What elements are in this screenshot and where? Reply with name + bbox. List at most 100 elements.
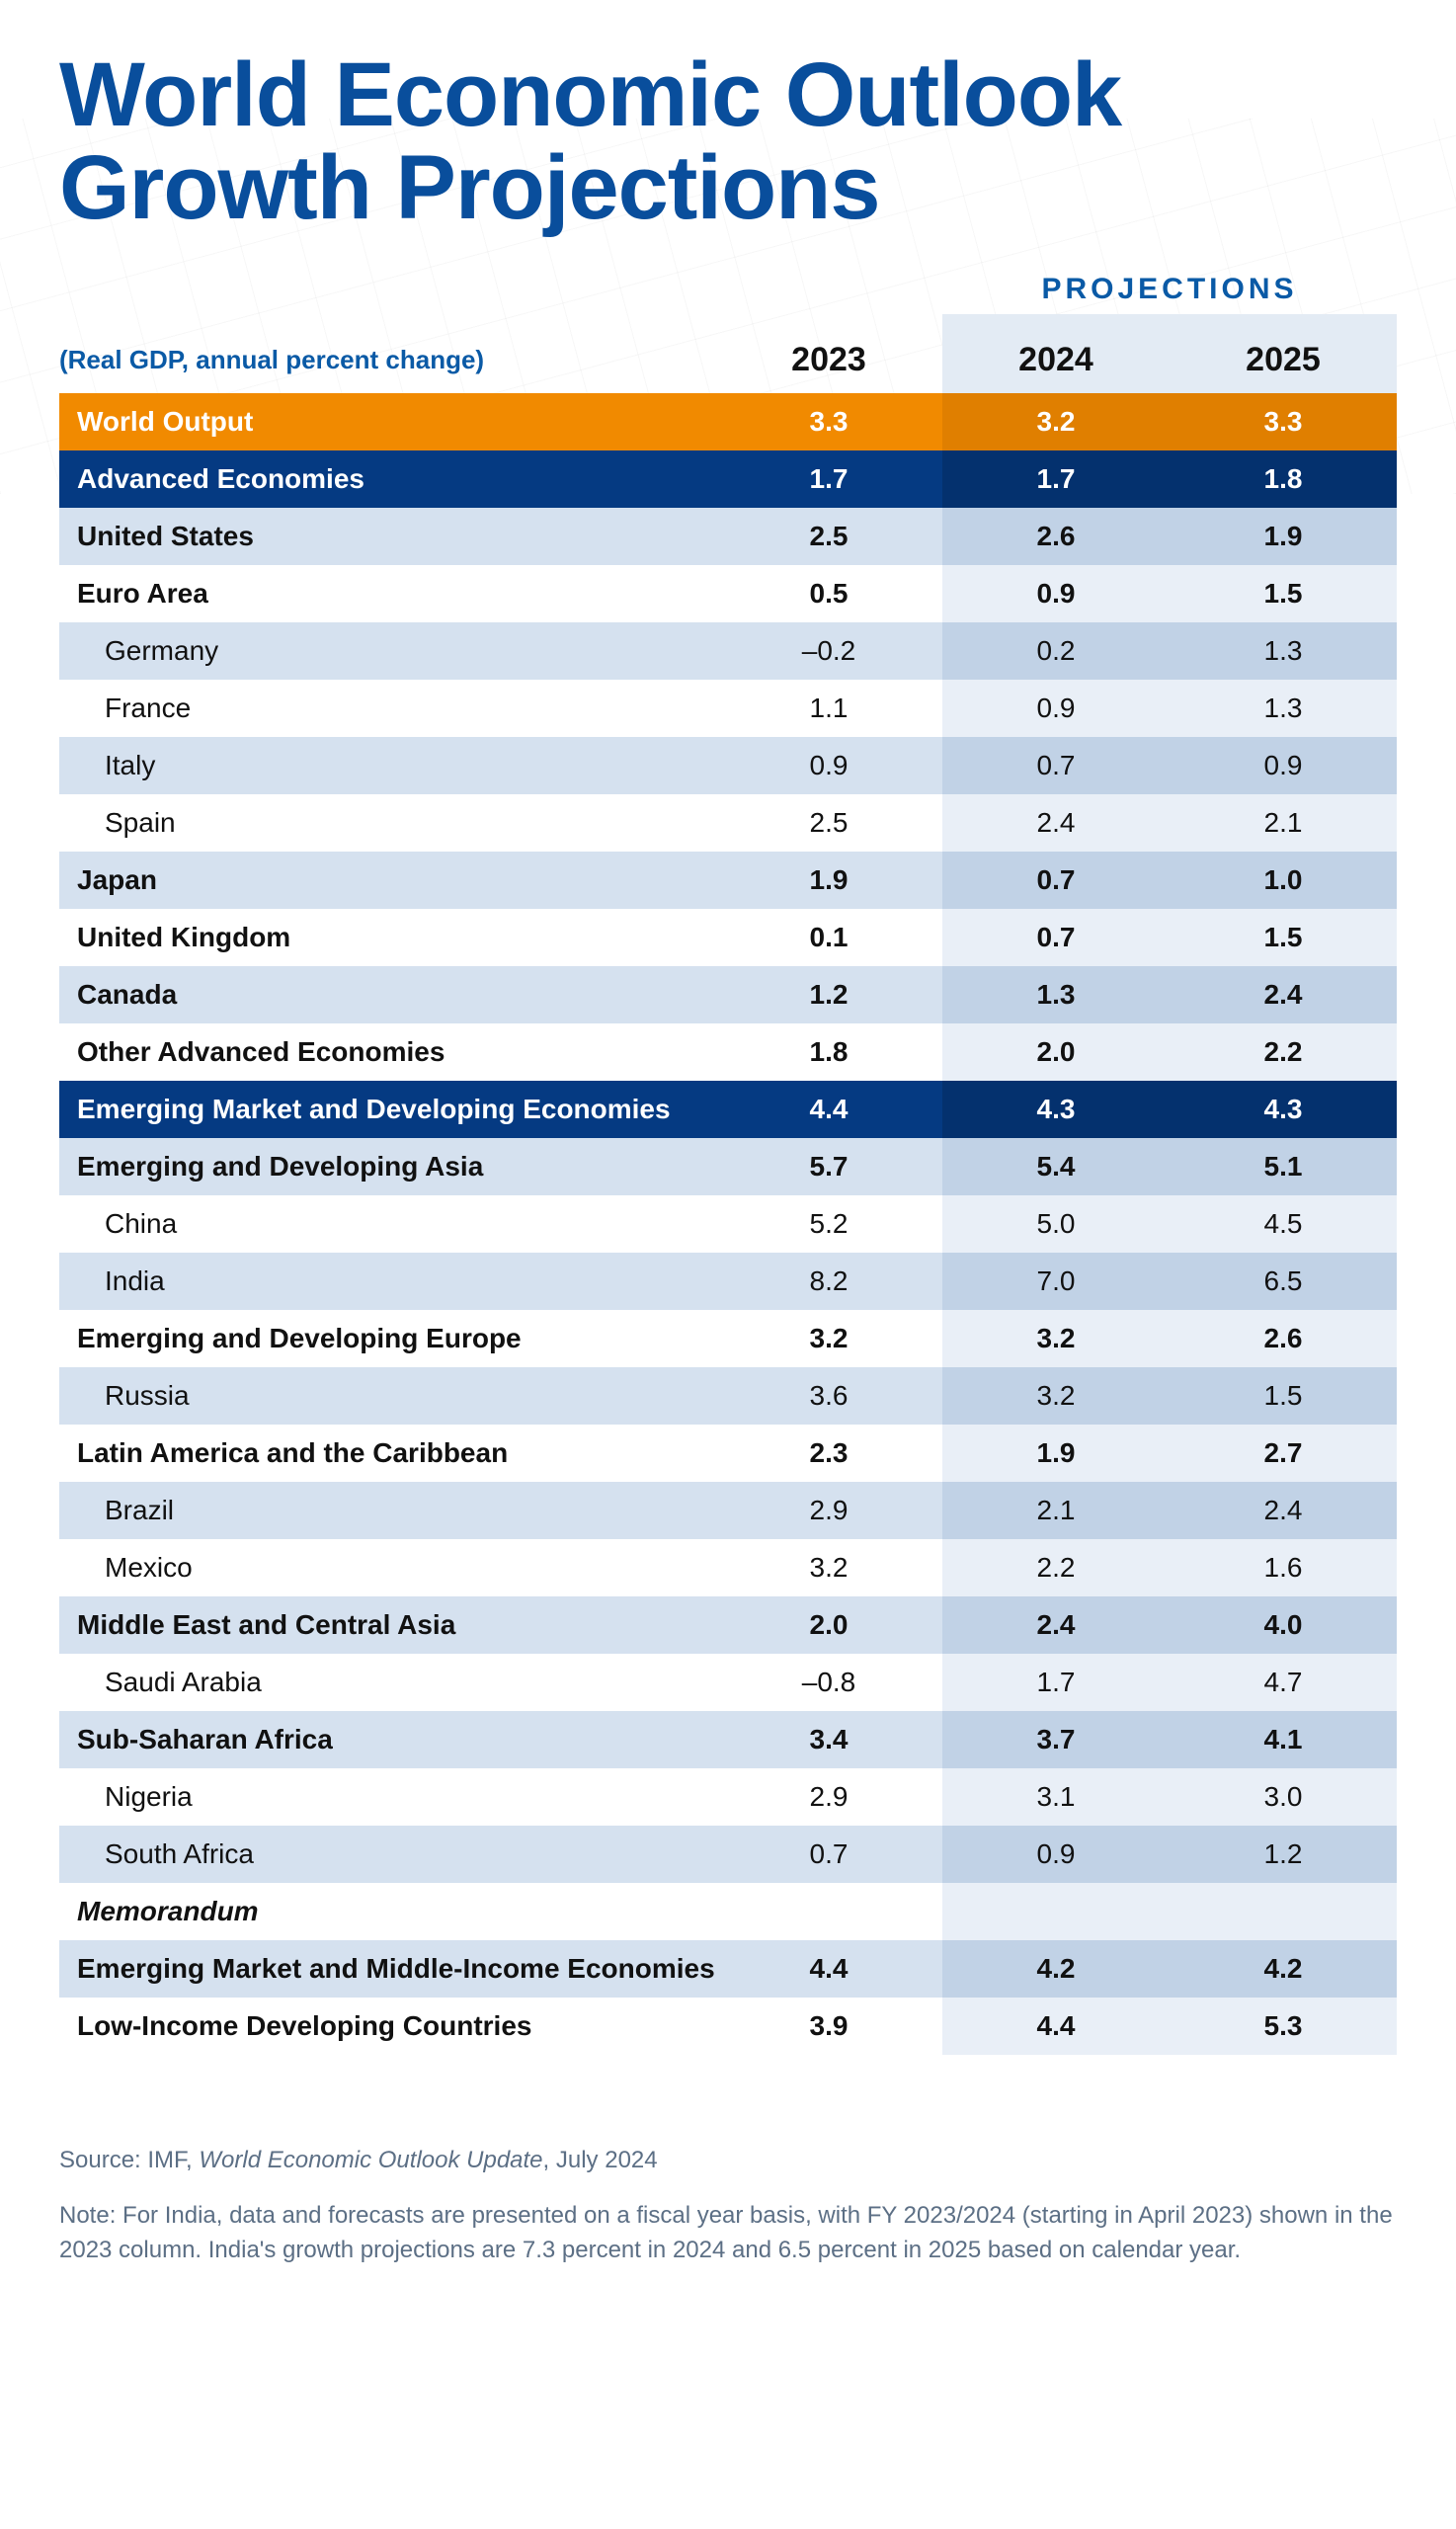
row-value: 1.2 bbox=[1170, 1838, 1397, 1870]
row-label: Other Advanced Economies bbox=[59, 1036, 715, 1068]
row-label: Middle East and Central Asia bbox=[59, 1609, 715, 1641]
row-value: 0.9 bbox=[942, 1838, 1170, 1870]
row-value: 4.7 bbox=[1170, 1667, 1397, 1698]
row-label: Mexico bbox=[59, 1552, 715, 1584]
table-row: Nigeria2.93.13.0 bbox=[59, 1768, 1397, 1826]
row-label: Advanced Economies bbox=[59, 463, 715, 495]
row-value: 0.7 bbox=[942, 750, 1170, 781]
table-row: Middle East and Central Asia2.02.44.0 bbox=[59, 1596, 1397, 1654]
column-header-row: (Real GDP, annual percent change) 2023 2… bbox=[59, 314, 1397, 393]
projections-header: PROJECTIONS bbox=[59, 245, 1397, 314]
row-label: South Africa bbox=[59, 1838, 715, 1870]
row-value: 1.6 bbox=[1170, 1552, 1397, 1584]
row-label: Low-Income Developing Countries bbox=[59, 2010, 715, 2042]
table-row: Russia3.63.21.5 bbox=[59, 1367, 1397, 1425]
row-label: Brazil bbox=[59, 1495, 715, 1526]
table-row: Memorandum bbox=[59, 1883, 1397, 1940]
row-value: 4.2 bbox=[1170, 1953, 1397, 1985]
title-line-1: World Economic Outlook bbox=[59, 44, 1121, 145]
row-value: 5.3 bbox=[1170, 2010, 1397, 2042]
table-row: France1.10.91.3 bbox=[59, 680, 1397, 737]
row-value: 3.4 bbox=[715, 1724, 942, 1755]
page: World Economic Outlook Growth Projection… bbox=[0, 0, 1456, 2369]
row-value: 4.4 bbox=[715, 1094, 942, 1125]
table-row: World Output3.33.23.3 bbox=[59, 393, 1397, 450]
row-value: 4.0 bbox=[1170, 1609, 1397, 1641]
row-label: Canada bbox=[59, 979, 715, 1011]
row-value: 3.2 bbox=[715, 1323, 942, 1354]
row-value: 5.1 bbox=[1170, 1151, 1397, 1183]
row-value: 2.3 bbox=[715, 1437, 942, 1469]
row-value: 5.0 bbox=[942, 1208, 1170, 1240]
row-value: 7.0 bbox=[942, 1265, 1170, 1297]
row-value: 0.5 bbox=[715, 578, 942, 610]
table-row: Other Advanced Economies1.82.02.2 bbox=[59, 1023, 1397, 1081]
row-value: –0.8 bbox=[715, 1667, 942, 1698]
row-label: Sub-Saharan Africa bbox=[59, 1724, 715, 1755]
row-value: 1.7 bbox=[942, 1667, 1170, 1698]
row-label: Nigeria bbox=[59, 1781, 715, 1813]
row-label: Saudi Arabia bbox=[59, 1667, 715, 1698]
row-value: 3.6 bbox=[715, 1380, 942, 1412]
row-label: Memorandum bbox=[59, 1896, 715, 1927]
table-row: Mexico3.22.21.6 bbox=[59, 1539, 1397, 1596]
table-row: Latin America and the Caribbean2.31.92.7 bbox=[59, 1425, 1397, 1482]
row-value: 1.9 bbox=[942, 1437, 1170, 1469]
row-value: 2.0 bbox=[715, 1609, 942, 1641]
row-value: 1.3 bbox=[1170, 635, 1397, 667]
row-label: United Kingdom bbox=[59, 922, 715, 953]
table-row: Emerging and Developing Europe3.23.22.6 bbox=[59, 1310, 1397, 1367]
row-value: 1.2 bbox=[715, 979, 942, 1011]
row-value: 2.2 bbox=[1170, 1036, 1397, 1068]
row-label: Emerging Market and Developing Economies bbox=[59, 1094, 715, 1125]
row-value: 4.2 bbox=[942, 1953, 1170, 1985]
row-value: 6.5 bbox=[1170, 1265, 1397, 1297]
row-value: 0.9 bbox=[1170, 750, 1397, 781]
row-value: 0.9 bbox=[942, 693, 1170, 724]
table-row: Emerging Market and Middle-Income Econom… bbox=[59, 1940, 1397, 1998]
title-line-2: Growth Projections bbox=[59, 137, 880, 238]
row-label: France bbox=[59, 693, 715, 724]
row-value: 4.3 bbox=[942, 1094, 1170, 1125]
row-value: 0.9 bbox=[715, 750, 942, 781]
table-row: South Africa0.70.91.2 bbox=[59, 1826, 1397, 1883]
table-row: Brazil2.92.12.4 bbox=[59, 1482, 1397, 1539]
note-line: Note: For India, data and forecasts are … bbox=[59, 2199, 1397, 2268]
row-label: World Output bbox=[59, 406, 715, 438]
row-value: 0.1 bbox=[715, 922, 942, 953]
row-value: 8.2 bbox=[715, 1265, 942, 1297]
row-value: 2.4 bbox=[1170, 979, 1397, 1011]
row-label: China bbox=[59, 1208, 715, 1240]
row-value: 4.1 bbox=[1170, 1724, 1397, 1755]
table-row: Sub-Saharan Africa3.43.74.1 bbox=[59, 1711, 1397, 1768]
row-value: 3.2 bbox=[942, 1323, 1170, 1354]
row-value: 1.3 bbox=[942, 979, 1170, 1011]
year-col-1: 2024 bbox=[942, 341, 1170, 393]
table-row: China5.25.04.5 bbox=[59, 1195, 1397, 1253]
row-value: 1.1 bbox=[715, 693, 942, 724]
row-value: 1.7 bbox=[715, 463, 942, 495]
row-value: 0.7 bbox=[942, 864, 1170, 896]
row-value: 0.7 bbox=[942, 922, 1170, 953]
table-row: Saudi Arabia–0.81.74.7 bbox=[59, 1654, 1397, 1711]
row-value: 2.9 bbox=[715, 1495, 942, 1526]
source-line: Source: IMF, World Economic Outlook Upda… bbox=[59, 2144, 1397, 2178]
projections-label: PROJECTIONS bbox=[942, 273, 1397, 306]
table-row: Euro Area0.50.91.5 bbox=[59, 565, 1397, 622]
row-value: 5.2 bbox=[715, 1208, 942, 1240]
row-value: 3.2 bbox=[715, 1552, 942, 1584]
row-value: 3.2 bbox=[942, 1380, 1170, 1412]
table-row: Spain2.52.42.1 bbox=[59, 794, 1397, 852]
row-label: India bbox=[59, 1265, 715, 1297]
row-value: 1.0 bbox=[1170, 864, 1397, 896]
row-label: Germany bbox=[59, 635, 715, 667]
row-label: Russia bbox=[59, 1380, 715, 1412]
table-row: Advanced Economies1.71.71.8 bbox=[59, 450, 1397, 508]
row-value: 2.1 bbox=[942, 1495, 1170, 1526]
table-row: Emerging and Developing Asia5.75.45.1 bbox=[59, 1138, 1397, 1195]
page-title: World Economic Outlook Growth Projection… bbox=[59, 49, 1397, 235]
row-value: 2.2 bbox=[942, 1552, 1170, 1584]
row-label: Spain bbox=[59, 807, 715, 839]
row-value: 2.4 bbox=[942, 1609, 1170, 1641]
source-prefix: Source: IMF, bbox=[59, 2147, 199, 2173]
